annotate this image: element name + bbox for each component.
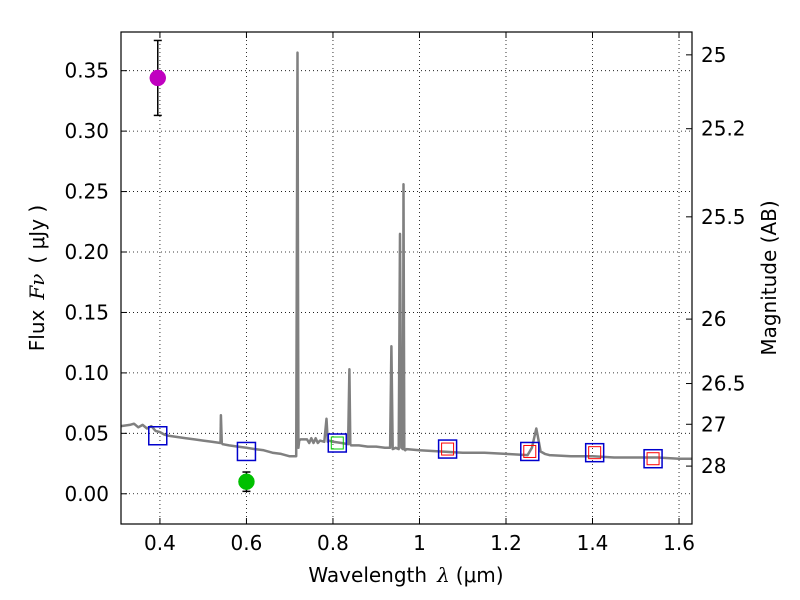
x-tick-label: 1.2 <box>490 531 522 555</box>
x-tick-label: 1 <box>413 531 426 555</box>
photometry-box <box>520 441 540 462</box>
y2-tick-label: 28 <box>701 454 726 478</box>
model-spectrum-line <box>120 51 692 460</box>
y-tick-label: 0.35 <box>64 59 109 83</box>
photometry-box <box>236 441 257 462</box>
y2-tick-label: 27 <box>701 412 726 436</box>
x-tick-label: 0.8 <box>317 531 349 555</box>
series-layer <box>120 39 692 493</box>
y-axis: 0.00 0.05 0.10 0.15 0.20 0.25 0.30 0.35 <box>64 59 127 506</box>
observed-point <box>149 39 167 117</box>
observed-point <box>238 471 255 493</box>
plot-frame <box>120 31 693 525</box>
photometry-box <box>584 442 605 463</box>
y2-axis-title: Magnitude (AB) <box>757 200 781 355</box>
x-axis-symbol: λ <box>436 563 450 587</box>
photometry-box-inner <box>588 446 602 460</box>
y-tick-label: 0.15 <box>64 300 109 324</box>
y2-tick-label: 25.2 <box>701 117 746 141</box>
y-tick-label: 0.30 <box>64 119 109 143</box>
photometry-box <box>643 448 663 469</box>
x-tick-label: 0.4 <box>144 531 176 555</box>
photometry-box-outer <box>437 439 458 459</box>
x-tick-label: 1.6 <box>663 531 695 555</box>
photometry-box <box>327 433 348 453</box>
x-tick-label: 1.4 <box>577 531 609 555</box>
photometry-box-inner <box>330 436 344 450</box>
y-tick-label: 0.20 <box>64 240 109 264</box>
data-point-green <box>238 473 255 490</box>
data-point-magenta <box>149 69 167 87</box>
y-tick-label: 0.05 <box>64 421 109 445</box>
y-tick-label: 0.10 <box>64 361 109 385</box>
y2-tick-label: 25.5 <box>701 205 746 229</box>
x-axis-unit: (μm) <box>456 563 504 587</box>
photometry-box-outer <box>327 433 348 453</box>
y-axis-symbol: Fν <box>25 274 49 301</box>
photometry-box-inner <box>523 444 537 458</box>
photometry-box-outer <box>148 426 168 446</box>
y-axis-unit: ( μJy ) <box>25 205 49 264</box>
photometry-box-outer <box>236 441 257 462</box>
x-axis: 0.4 0.6 0.8 1 1.2 1.4 1.6 <box>144 32 695 555</box>
y-tick-label: 0.00 <box>64 482 109 506</box>
y-axis-label: Flux <box>25 309 49 351</box>
photometry-box <box>437 439 458 459</box>
y2-tick-label: 26 <box>701 307 726 331</box>
photometry-box-outer <box>643 448 663 469</box>
x-axis-title: Wavelength λ (μm) <box>308 563 503 587</box>
y2-tick-label: 26.5 <box>701 372 746 396</box>
y2-axis: 25 25.2 25.5 26 26.5 27 28 <box>686 43 746 478</box>
x-tick-label: 0.6 <box>231 531 263 555</box>
x-axis-label: Wavelength <box>308 563 427 587</box>
photometry-box-inner <box>441 442 455 456</box>
photometry-box-outer <box>520 441 540 462</box>
photometry-box <box>148 426 168 446</box>
y-tick-label: 0.25 <box>64 180 109 204</box>
photometry-box-inner <box>646 452 660 466</box>
photometry-box-outer <box>584 442 605 463</box>
y2-tick-label: 25 <box>701 43 726 67</box>
y-axis-title: Flux Fν ( μJy ) <box>25 205 49 351</box>
